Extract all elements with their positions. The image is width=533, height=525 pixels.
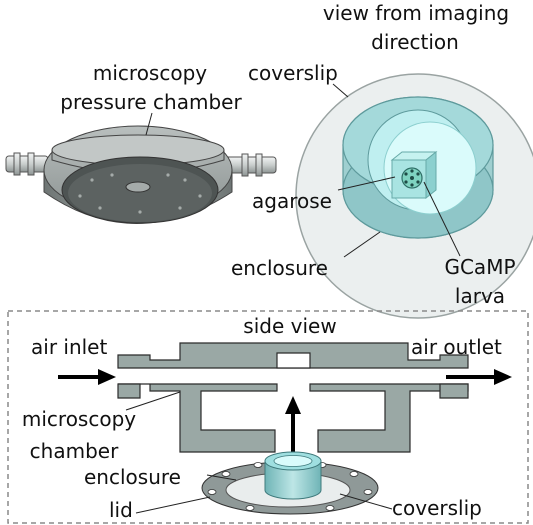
side-view-frame <box>7 310 529 524</box>
lid-assembly <box>135 451 393 515</box>
side-view-title: side view <box>243 314 337 338</box>
pressure-chamber-title-line2: pressure chamber <box>60 90 242 114</box>
larva-label-line1: GCaMP <box>444 255 516 279</box>
chamber-label-line2: chamber <box>29 439 119 463</box>
chamber-leader-line <box>125 391 181 411</box>
air-outlet-label: air outlet <box>411 335 502 359</box>
right-tube-connector <box>221 153 277 177</box>
enclosure-label-top: enclosure <box>231 256 328 280</box>
air-outlet-arrow <box>446 369 512 385</box>
side-view-chamber <box>117 342 469 453</box>
agarose-label: agarose <box>252 189 332 213</box>
lid-label: lid <box>109 498 133 522</box>
enclosure-label-side: enclosure <box>84 465 181 489</box>
pressure-chamber-title-line1: microscopy <box>92 61 208 85</box>
coverslip-label-side: coverslip <box>392 496 482 520</box>
left-tube-connector <box>5 152 49 176</box>
coverslip-label-top: coverslip <box>248 61 338 85</box>
pressure-chamber-3d <box>5 112 277 224</box>
larva <box>401 167 423 189</box>
screw-holes <box>78 173 202 214</box>
larva-label-line2: larva <box>454 284 506 308</box>
imaging-view-title-line1: view from imaging <box>322 1 510 25</box>
air-inlet-arrow <box>58 369 116 385</box>
imaging-view-title-line2: direction <box>371 30 459 54</box>
chamber-label-line1: microscopy <box>21 407 137 431</box>
air-inlet-label: air inlet <box>31 335 108 359</box>
imaging-view <box>295 73 533 319</box>
